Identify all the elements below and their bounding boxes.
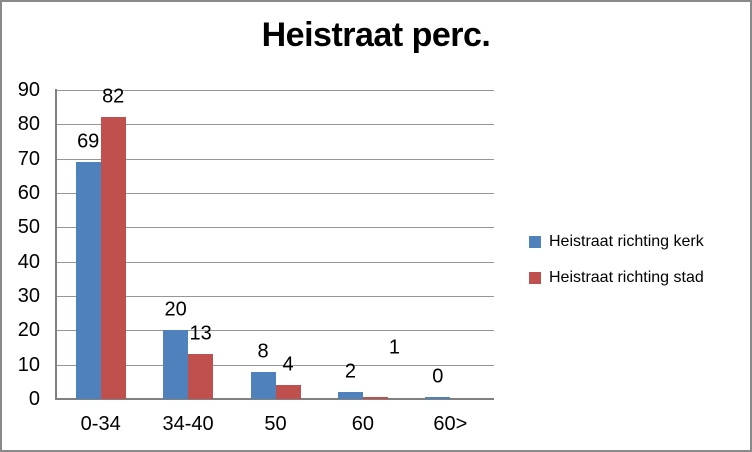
y-axis-line [55,89,57,400]
x-tick-label: 50 [264,413,287,435]
bar [100,117,126,399]
bar [337,392,363,399]
gridline [57,193,494,194]
gridline [57,261,494,263]
legend-swatch [529,235,541,248]
data-label: 8 [257,340,269,363]
y-tick-label: 80 [17,113,40,136]
gridline [57,296,494,297]
gridline [57,227,494,229]
y-tick-label: 40 [17,250,40,273]
bar [188,354,214,399]
y-tick-label: 70 [17,147,40,170]
gridline [57,124,494,126]
legend-item: Heistraat richting stad [529,266,704,289]
y-tick-label: 0 [28,388,40,410]
x-tick-label: 60 [351,413,375,435]
y-tick-label: 20 [17,319,40,342]
legend: Heistraat richting kerk Heistraat richtin… [529,230,704,302]
chart-title: Heistraat perc. [261,16,491,54]
gridline [57,158,494,160]
data-label: 1 [388,336,400,359]
x-tick-label: 34-40 [162,413,214,435]
y-tick-label: 60 [17,182,40,204]
x-tick-label: 60> [433,413,468,435]
gridline [57,90,494,91]
x-axis-line [55,398,494,400]
bar [250,371,276,399]
gridline [57,364,494,366]
bar [275,385,301,399]
gridline [57,330,494,332]
legend-label: Heistraat richting kerk [549,232,704,250]
plot-area [57,90,494,399]
data-label: 82 [102,85,125,108]
x-tick-label: 0-34 [80,413,121,435]
bar [75,162,101,399]
legend-item: Heistraat richting kerk [529,230,704,253]
bar [163,330,189,399]
data-label: 20 [164,298,187,321]
bar [362,396,388,399]
data-label: 13 [189,322,212,345]
legend-label: Heistraat richting stad [549,268,704,286]
y-tick-label: 90 [17,79,40,101]
bar [425,397,451,399]
legend-swatch [529,271,541,284]
data-label: 0 [432,365,444,388]
data-label: 69 [77,130,100,153]
y-tick-label: 10 [17,353,40,376]
y-tick-label: 50 [17,216,40,239]
data-label: 4 [282,353,294,376]
y-tick-label: 30 [17,285,40,307]
data-label: 2 [344,360,356,383]
